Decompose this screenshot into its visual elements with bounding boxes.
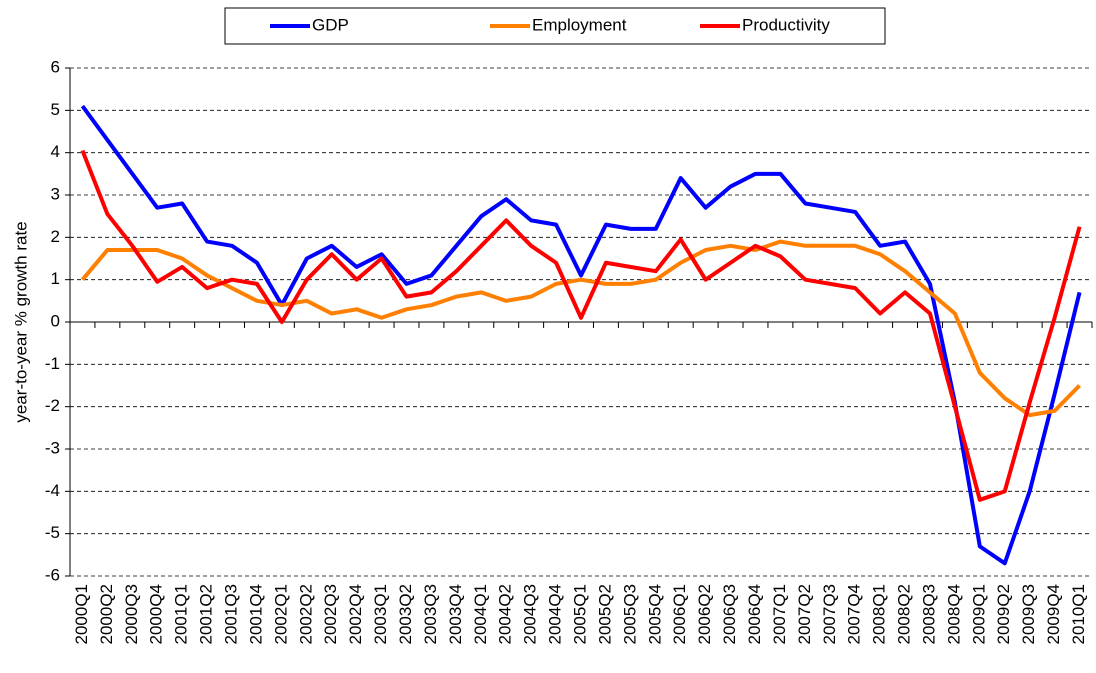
x-tick-label: 2007Q4 — [845, 584, 864, 645]
x-tick-label: 2008Q3 — [919, 584, 938, 645]
x-tick-label: 2009Q2 — [994, 584, 1013, 645]
x-tick-label: 2008Q1 — [870, 584, 889, 645]
legend-box — [224, 7, 886, 45]
x-tick-label: 2000Q3 — [122, 584, 141, 645]
x-tick-label: 2008Q2 — [895, 584, 914, 645]
x-tick-label: 2005Q3 — [620, 584, 639, 645]
x-tick-label: 2001Q1 — [172, 584, 191, 645]
y-tick-label: 3 — [51, 184, 60, 203]
y-tick-label: 5 — [51, 100, 60, 119]
x-tick-label: 2003Q4 — [446, 584, 465, 645]
x-tick-label: 2001Q2 — [197, 584, 216, 645]
x-tick-label: 2006Q3 — [720, 584, 739, 645]
y-tick-label: -5 — [45, 523, 60, 542]
x-tick-label: 2005Q2 — [595, 584, 614, 645]
x-tick-label: 2003Q2 — [396, 584, 415, 645]
x-tick-label: 2002Q1 — [271, 584, 290, 645]
series-line — [80, 149, 1082, 502]
y-tick-label: 1 — [51, 269, 60, 288]
x-tick-label: 2010Q1 — [1069, 584, 1088, 645]
x-tick-label: 2004Q3 — [521, 584, 540, 645]
y-tick-label: -2 — [45, 396, 60, 415]
x-tick-label: 2003Q3 — [421, 584, 440, 645]
y-tick-label: 0 — [51, 311, 60, 330]
y-tick-label: -3 — [45, 438, 60, 457]
y-tick-label: -4 — [45, 481, 60, 500]
y-tick-label: 4 — [51, 142, 60, 161]
x-tick-label: 2000Q4 — [147, 584, 166, 645]
x-tick-label: 2002Q2 — [296, 584, 315, 645]
x-tick-label: 2006Q2 — [695, 584, 714, 645]
x-tick-label: 2001Q4 — [246, 584, 265, 645]
series-line — [80, 104, 1082, 566]
x-tick-label: 2001Q3 — [222, 584, 241, 645]
x-tick-label: 2006Q1 — [670, 584, 689, 645]
x-tick-label: 2007Q1 — [770, 584, 789, 645]
x-tick-label: 2004Q1 — [471, 584, 490, 645]
x-tick-label: 2000Q1 — [72, 584, 91, 645]
x-tick-label: 2007Q3 — [820, 584, 839, 645]
x-tick-label: 2009Q3 — [1019, 584, 1038, 645]
legend-label: Employment — [532, 15, 627, 34]
x-tick-label: 2003Q1 — [371, 584, 390, 645]
y-tick-label: 2 — [51, 227, 60, 246]
x-tick-label: 2000Q2 — [97, 584, 116, 645]
x-tick-label: 2006Q4 — [745, 584, 764, 645]
x-tick-label: 2004Q4 — [546, 584, 565, 645]
x-tick-label: 2004Q2 — [496, 584, 515, 645]
x-tick-label: 2005Q4 — [645, 584, 664, 645]
x-tick-label: 2008Q4 — [944, 584, 963, 645]
x-tick-label: 2002Q3 — [321, 584, 340, 645]
y-tick-label: -1 — [45, 354, 60, 373]
legend-label: Productivity — [742, 15, 830, 34]
x-tick-label: 2009Q1 — [969, 584, 988, 645]
x-tick-label: 2002Q4 — [346, 584, 365, 645]
x-tick-label: 2007Q2 — [795, 584, 814, 645]
y-tick-label: 6 — [51, 57, 60, 76]
y-axis-label: year-to-year % growth rate — [11, 221, 30, 422]
x-tick-label: 2009Q4 — [1044, 584, 1063, 645]
x-tick-label: 2005Q1 — [570, 584, 589, 645]
series-line — [80, 239, 1081, 418]
y-tick-label: -6 — [45, 565, 60, 584]
legend-label: GDP — [312, 15, 349, 34]
